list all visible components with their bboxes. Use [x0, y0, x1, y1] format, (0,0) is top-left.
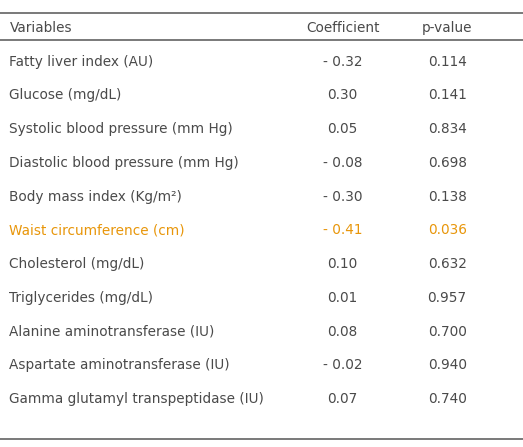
Text: Diastolic blood pressure (mm Hg): Diastolic blood pressure (mm Hg)	[9, 156, 239, 170]
Text: - 0.32: - 0.32	[323, 55, 362, 69]
Text: Cholesterol (mg/dL): Cholesterol (mg/dL)	[9, 257, 145, 271]
Text: 0.940: 0.940	[428, 358, 467, 372]
Text: 0.740: 0.740	[428, 392, 467, 406]
Text: 0.700: 0.700	[428, 325, 467, 339]
Text: Glucose (mg/dL): Glucose (mg/dL)	[9, 89, 122, 102]
Text: 0.698: 0.698	[428, 156, 467, 170]
Text: 0.05: 0.05	[327, 122, 358, 136]
Text: 0.036: 0.036	[428, 224, 467, 237]
Text: Fatty liver index (AU): Fatty liver index (AU)	[9, 55, 154, 69]
Text: 0.10: 0.10	[327, 257, 358, 271]
Text: - 0.41: - 0.41	[323, 224, 362, 237]
Text: - 0.30: - 0.30	[323, 190, 362, 204]
Text: 0.957: 0.957	[428, 291, 467, 305]
Text: Aspartate aminotransferase (IU): Aspartate aminotransferase (IU)	[9, 358, 230, 372]
Text: 0.138: 0.138	[428, 190, 467, 204]
Text: Variables: Variables	[9, 21, 72, 35]
Text: Triglycerides (mg/dL): Triglycerides (mg/dL)	[9, 291, 153, 305]
Text: 0.30: 0.30	[327, 89, 358, 102]
Text: Systolic blood pressure (mm Hg): Systolic blood pressure (mm Hg)	[9, 122, 233, 136]
Text: 0.08: 0.08	[327, 325, 358, 339]
Text: Body mass index (Kg/m²): Body mass index (Kg/m²)	[9, 190, 183, 204]
Text: 0.01: 0.01	[327, 291, 358, 305]
Text: 0.141: 0.141	[428, 89, 467, 102]
Text: Coefficient: Coefficient	[306, 21, 379, 35]
Text: 0.114: 0.114	[428, 55, 467, 69]
Text: 0.07: 0.07	[327, 392, 358, 406]
Text: Waist circumference (cm): Waist circumference (cm)	[9, 224, 185, 237]
Text: Gamma glutamyl transpeptidase (IU): Gamma glutamyl transpeptidase (IU)	[9, 392, 264, 406]
Text: - 0.08: - 0.08	[323, 156, 362, 170]
Text: - 0.02: - 0.02	[323, 358, 362, 372]
Text: 0.834: 0.834	[428, 122, 467, 136]
Text: Alanine aminotransferase (IU): Alanine aminotransferase (IU)	[9, 325, 215, 339]
Text: 0.632: 0.632	[428, 257, 467, 271]
Text: p-value: p-value	[422, 21, 472, 35]
